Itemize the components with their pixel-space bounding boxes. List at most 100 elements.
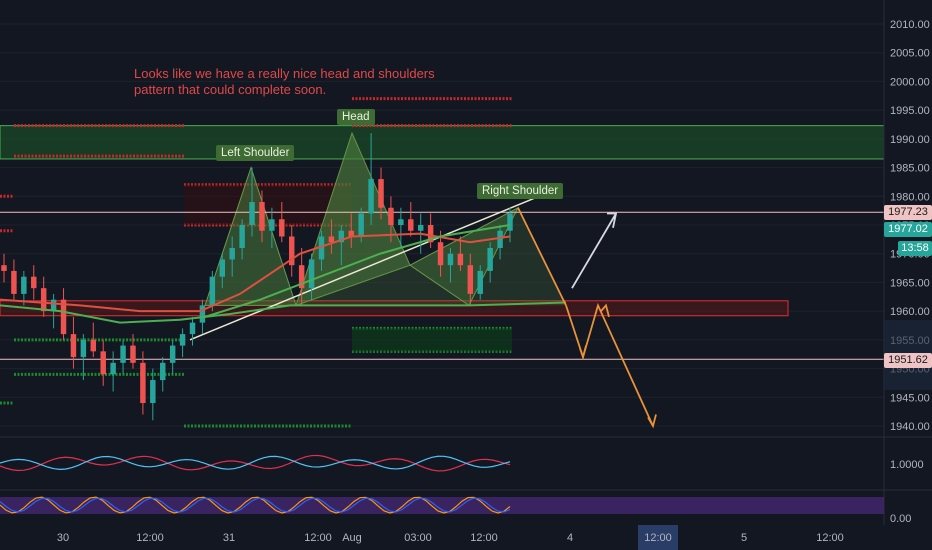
candle-body: [348, 230, 354, 237]
countdown-tag: 13:58: [898, 241, 932, 256]
candle-body: [477, 270, 483, 294]
x-tick-label: Aug: [342, 532, 362, 544]
candle-body: [50, 299, 57, 312]
candle-body: [249, 202, 255, 225]
candle-body: [100, 351, 106, 375]
candle-body: [140, 362, 146, 404]
candle-body: [388, 207, 394, 225]
candle-body: [288, 236, 295, 266]
y-tick-label: 1960.00: [890, 306, 930, 318]
candle-body: [219, 259, 226, 277]
x-tick-label: 30: [57, 532, 69, 544]
candle-body: [130, 345, 136, 363]
projection-leg: [517, 207, 567, 306]
projection-arrowhead-small: [579, 345, 587, 361]
support-line-tag: 1951.62: [884, 353, 932, 368]
x-tick-label: 4: [567, 532, 573, 544]
candle-body: [507, 213, 513, 231]
candle-body: [378, 179, 384, 208]
candle-body: [21, 276, 27, 294]
stoch-k: [0, 496, 511, 514]
head-label: Head: [337, 109, 375, 125]
projection-arrowhead: [647, 414, 657, 429]
stoch-d: [0, 497, 511, 513]
y-tick-label: 1980.00: [890, 191, 930, 203]
y-tick-label: 1940.00: [890, 421, 930, 433]
y-tick-label: 1965.00: [890, 277, 930, 289]
candle-body: [368, 179, 374, 214]
candle-body: [60, 299, 67, 335]
resistance-zone: [0, 125, 885, 160]
y-tick-label: 1995.00: [890, 105, 930, 117]
last-price-tag: 1977.23: [884, 205, 932, 220]
y-tick-label: 1945.00: [890, 392, 930, 404]
candle-body: [417, 225, 424, 231]
candle-body: [1, 265, 7, 271]
x-tick-label: 12:00: [644, 532, 672, 544]
y-tick-label: 2010.00: [890, 19, 930, 31]
candle-body: [437, 242, 444, 266]
candle-body: [279, 219, 285, 237]
x-tick-highlight: [638, 525, 678, 550]
candle-body: [80, 339, 87, 358]
osc-line-blue: [0, 455, 511, 470]
neckline: [189, 189, 554, 341]
candle-body: [110, 362, 116, 375]
candle-body: [328, 236, 335, 243]
candle-body: [40, 288, 47, 312]
candle-body: [358, 213, 364, 237]
y-tick-label: 1985.00: [890, 163, 930, 175]
candle-body: [298, 265, 305, 289]
corner: [884, 525, 932, 550]
candle-body: [269, 219, 275, 231]
candle-body: [318, 236, 325, 260]
x-tick-label: 31: [223, 532, 235, 544]
candle-body: [70, 334, 77, 358]
ma-green: [0, 301, 567, 324]
candle-body: [120, 345, 126, 363]
right-shoulder-label: Right Shoulder: [477, 183, 564, 199]
candle-body: [169, 345, 176, 363]
x-tick-label: 12:00: [470, 532, 498, 544]
candle-body: [259, 202, 265, 231]
left-shoulder-label: Left Shoulder: [216, 145, 295, 161]
x-tick-label: 12:00: [816, 532, 844, 544]
candle-body: [199, 305, 206, 323]
x-tick-label: 03:00: [404, 532, 432, 544]
projection-path: [565, 302, 654, 427]
candle-body: [229, 247, 235, 260]
candle-body: [179, 334, 186, 346]
annotation-line-2: pattern that could complete soon.: [134, 82, 327, 97]
projection-arrowhead-up: [600, 303, 610, 318]
annotation-line-1: Looks like we have a really nice head an…: [134, 66, 435, 81]
candle-body: [447, 253, 454, 266]
bull-arrowhead: [607, 212, 618, 229]
y-tick-label: 2005.00: [890, 48, 930, 60]
x-tick-label: 12:00: [304, 532, 332, 544]
stoch-value-label: 0.00: [890, 513, 911, 525]
candle-body: [239, 225, 245, 248]
candle-body: [427, 225, 434, 243]
candle-body: [31, 276, 37, 289]
annotation-note: Looks like we have a really nice head an…: [134, 66, 474, 98]
y-tick-label: 2000.00: [890, 76, 930, 88]
candle-body: [160, 362, 166, 381]
candle-body: [497, 230, 503, 248]
osc-value-label: 1.0000: [890, 459, 924, 471]
bull-arrow: [571, 213, 617, 289]
y-tick-label: 1990.00: [890, 134, 930, 146]
candle-body: [487, 247, 493, 271]
ma-red: [0, 232, 511, 313]
candle-body: [408, 219, 414, 231]
candle-body: [338, 230, 345, 243]
stoch-band: [0, 497, 884, 514]
candle-body: [457, 253, 464, 266]
candle-body: [209, 276, 216, 306]
osc-line-red: [0, 454, 511, 472]
candle-body: [398, 219, 404, 225]
green-box: [352, 328, 512, 352]
candle-body: [308, 259, 315, 289]
candle-body: [150, 380, 156, 404]
candle-body: [189, 322, 196, 335]
